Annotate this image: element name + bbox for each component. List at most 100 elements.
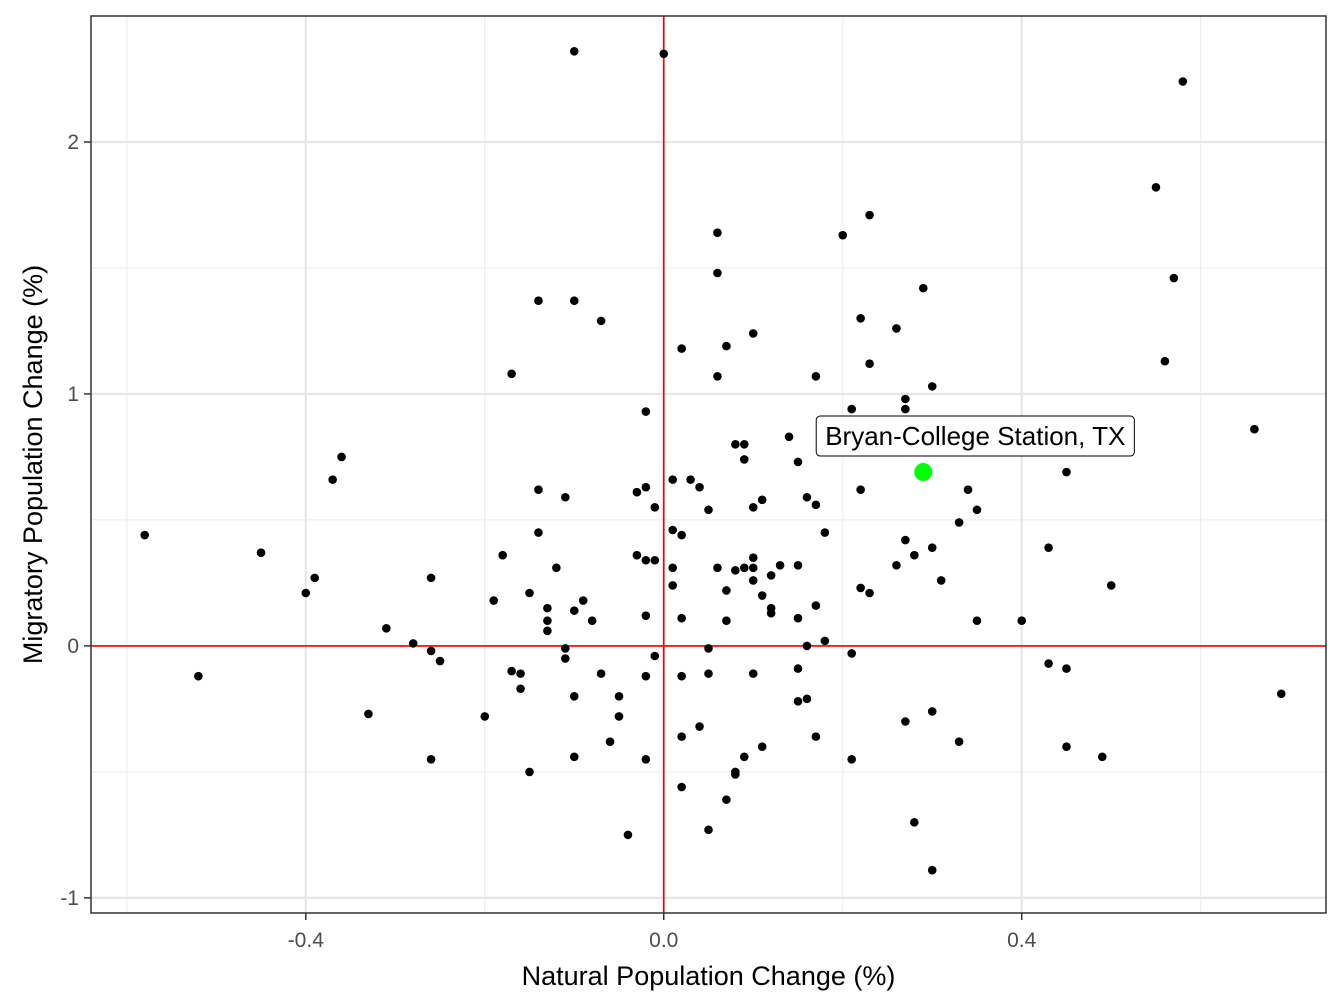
- data-point: [722, 341, 731, 351]
- data-point: [569, 692, 579, 701]
- data-point: [489, 596, 499, 605]
- data-point: [543, 616, 552, 626]
- data-point: [865, 588, 874, 598]
- data-point: [918, 283, 928, 293]
- data-point: [578, 596, 588, 605]
- data-point: [847, 755, 856, 764]
- data-point: [641, 555, 651, 565]
- data-point: [820, 528, 830, 537]
- plot-panel-border: [90, 15, 1327, 914]
- data-point: [426, 573, 436, 583]
- data-point: [704, 669, 713, 678]
- data-point: [534, 296, 543, 306]
- data-point: [668, 581, 678, 590]
- data-point: [927, 865, 937, 875]
- data-point: [811, 601, 821, 610]
- data-point: [739, 440, 749, 449]
- data-point: [713, 228, 722, 237]
- data-point: [793, 697, 803, 706]
- data-point: [677, 732, 686, 741]
- x-tick-label: 0.0: [649, 929, 678, 952]
- data-point: [516, 684, 525, 694]
- data-point: [668, 525, 678, 535]
- data-point: [596, 316, 606, 326]
- data-point: [632, 550, 642, 560]
- data-point: [328, 475, 337, 484]
- data-point: [569, 752, 579, 762]
- data-point: [561, 654, 570, 663]
- data-point: [1044, 543, 1053, 552]
- data-point: [507, 369, 516, 379]
- data-point: [686, 475, 695, 484]
- data-point: [713, 372, 722, 381]
- data-point: [695, 722, 704, 731]
- data-point: [1017, 616, 1027, 626]
- data-point: [901, 535, 910, 545]
- data-point: [256, 548, 266, 557]
- data-point: [632, 487, 642, 497]
- data-point: [498, 550, 507, 560]
- data-point: [569, 606, 579, 615]
- y-tick-label: 1: [67, 383, 79, 406]
- data-point: [614, 692, 624, 701]
- data-point: [793, 664, 803, 673]
- data-point: [865, 210, 874, 220]
- data-point: [677, 530, 686, 540]
- data-point: [722, 586, 731, 595]
- data-point: [552, 563, 561, 573]
- data-point: [972, 616, 982, 626]
- data-point: [793, 560, 803, 570]
- data-point: [310, 573, 320, 583]
- data-point: [739, 563, 749, 573]
- y-axis-ticks: -1 0 1 2: [60, 131, 91, 910]
- data-point: [641, 611, 651, 620]
- data-point: [1044, 659, 1053, 668]
- data-point: [641, 755, 651, 764]
- data-point: [641, 482, 651, 492]
- y-tick-label: -1: [60, 887, 79, 910]
- data-point: [1062, 467, 1071, 477]
- highlight-point: [914, 463, 933, 482]
- data-point: [543, 603, 552, 613]
- y-tick-label: 0: [67, 635, 79, 658]
- data-point: [936, 576, 946, 585]
- data-point: [659, 49, 669, 59]
- data-point: [927, 382, 937, 391]
- data-point: [865, 359, 874, 369]
- data-point: [543, 626, 552, 636]
- data-point: [677, 671, 686, 681]
- data-point: [695, 482, 704, 492]
- y-tick-label: 2: [67, 131, 79, 154]
- data-point: [1062, 664, 1071, 673]
- data-point: [596, 669, 606, 678]
- data-point: [739, 752, 749, 762]
- data-point: [614, 712, 624, 721]
- data-point: [847, 649, 856, 658]
- data-point: [954, 518, 964, 527]
- data-point: [525, 767, 534, 777]
- data-point: [408, 639, 418, 648]
- data-point: [892, 560, 901, 570]
- data-point: [641, 407, 651, 416]
- data-point: [569, 296, 579, 306]
- data-point: [534, 485, 543, 494]
- data-point: [382, 623, 391, 633]
- data-point: [605, 737, 615, 746]
- data-point: [757, 495, 767, 505]
- data-point: [668, 475, 678, 484]
- data-point: [561, 492, 570, 502]
- highlight-label-box: Bryan-College Station, TX: [815, 415, 1135, 457]
- data-point: [901, 717, 910, 726]
- data-point: [811, 372, 821, 381]
- data-point: [1106, 581, 1116, 590]
- data-point: [731, 770, 740, 779]
- data-point: [811, 732, 821, 741]
- data-point: [650, 651, 660, 661]
- data-point: [704, 644, 713, 653]
- data-point: [561, 644, 570, 653]
- data-point: [793, 457, 803, 467]
- data-point: [731, 440, 740, 449]
- data-point: [731, 566, 740, 575]
- data-point: [722, 795, 731, 804]
